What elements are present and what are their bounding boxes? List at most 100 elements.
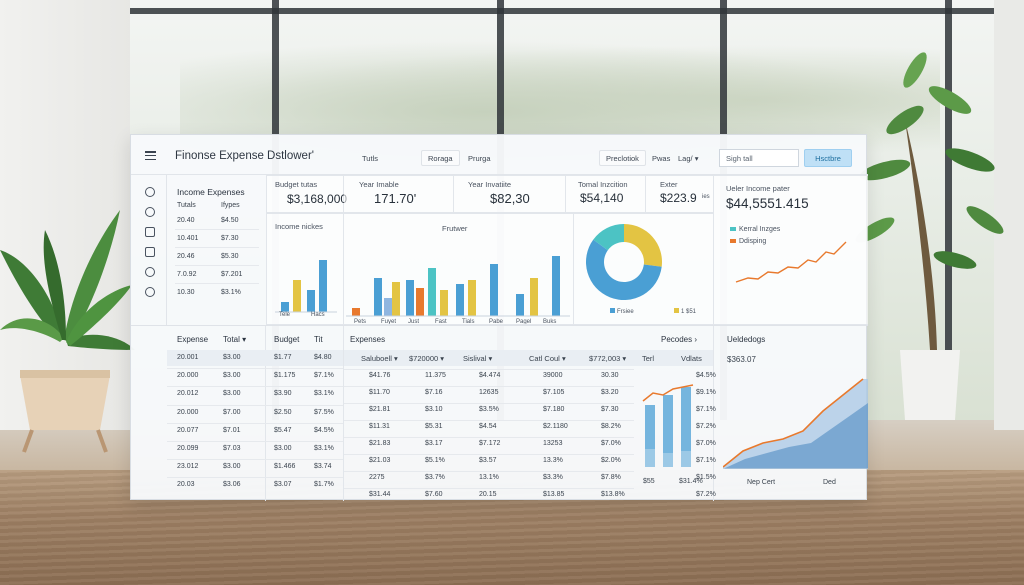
table-cell: 20.099 <box>177 445 199 452</box>
chat-icon[interactable] <box>145 207 155 217</box>
table-cell: $4.5% <box>314 426 334 434</box>
table-cell: $31.44 <box>369 491 391 498</box>
line-legend-item: Kerral Inzges <box>730 226 780 233</box>
kpi-value: 171.70' <box>374 191 417 206</box>
footer-value: $55 <box>643 478 655 485</box>
toolbar-button-pwas[interactable]: Pwas <box>652 154 671 163</box>
legend-swatch <box>730 239 736 243</box>
primary-action-button[interactable]: Hsctbre <box>804 149 852 167</box>
table-cell: 20.001 <box>177 354 199 361</box>
share-icon[interactable] <box>145 287 155 297</box>
cell: 20.40 <box>177 217 195 224</box>
table-cell: $7.105 <box>543 389 565 396</box>
table-cell: $13.85 <box>543 491 565 498</box>
cell: $3.1% <box>221 289 241 296</box>
table-cell: $3.10 <box>425 406 443 413</box>
x-label: Hacs <box>311 312 325 318</box>
toolbar-button-preclotiok[interactable]: Preclotiok <box>599 150 646 166</box>
toolbar-button-totals[interactable]: Tutls <box>362 154 378 163</box>
bar <box>416 288 424 316</box>
cell: $5.30 <box>221 253 239 260</box>
column-divider <box>265 325 266 501</box>
table-cell: 13.1% <box>479 474 499 481</box>
search-input[interactable]: Sigh tall <box>719 149 799 167</box>
table-cell: $3.20 <box>601 389 619 396</box>
x-tick-label: Pets <box>354 319 366 324</box>
col-header: Ifypes <box>221 202 240 209</box>
table-cell: $1.77 <box>274 354 292 361</box>
header-label: Saluboell <box>361 354 392 363</box>
row-divider <box>167 459 343 461</box>
bar <box>428 268 436 316</box>
kpi-label: Tomal Inzcition <box>578 180 628 189</box>
table-cell: $3.07 <box>274 481 292 489</box>
col-header: Tutals <box>177 202 196 209</box>
calendar-icon[interactable] <box>145 247 155 257</box>
col-header-total[interactable]: Total ▾ <box>223 335 246 344</box>
row-divider <box>344 454 634 455</box>
analytics-icon[interactable] <box>145 187 155 197</box>
col-header-expense[interactable]: Expense <box>177 335 209 344</box>
income-pater-panel: Ueler Income pater $44,5551.415 Kerral I… <box>714 175 868 325</box>
table-cell: 20.012 <box>177 390 199 398</box>
col-header-sislival[interactable]: Sislival ▾ <box>463 354 492 363</box>
table-cell: $7.2% <box>696 423 716 430</box>
col-header-vdlats[interactable]: Vdlats <box>681 354 702 363</box>
table-cell: $7.16 <box>425 389 443 396</box>
row-divider <box>175 229 259 230</box>
legend-swatch <box>730 227 736 231</box>
x-tick-label: Pagel <box>516 319 531 324</box>
kpi-label: Year Invatiite <box>468 180 512 189</box>
table-cell: $2.1180 <box>543 423 568 430</box>
col-header-catl-coul[interactable]: Catl Coul ▾ <box>529 354 566 363</box>
table-cell: $7.180 <box>543 406 565 413</box>
col-header-tit[interactable]: Tit <box>314 335 323 344</box>
table-cell: $3.06 <box>223 481 241 489</box>
hamburger-menu-icon[interactable] <box>145 151 156 161</box>
table-subheader-band <box>167 350 343 366</box>
legend-text: Kerral Inzges <box>739 226 781 233</box>
row-divider <box>344 437 634 438</box>
header-label: Total <box>223 335 240 344</box>
bar <box>490 264 498 316</box>
table-cell: 13253 <box>543 440 563 447</box>
header-label: Sislival <box>463 354 487 363</box>
section-divider <box>131 325 868 326</box>
col-header-budget[interactable]: Budget <box>274 335 300 344</box>
kpi-value: $223.9 <box>660 191 697 205</box>
income-expenses-title: Income Expenses <box>177 187 245 197</box>
expenses-mini-chart <box>642 384 694 467</box>
table-cell: $3.57 <box>479 457 497 464</box>
table-cell: $7.1% <box>314 372 334 380</box>
col-header-terl[interactable]: Terl <box>642 354 655 363</box>
line-legend-item: Ddisping <box>730 238 766 245</box>
header-label: Catl Coul <box>529 354 560 363</box>
inbox-icon[interactable] <box>145 227 155 237</box>
bar <box>392 282 400 316</box>
kpi-label: Ueler Income pater <box>726 184 790 193</box>
col-header-720000[interactable]: $720000 ▾ <box>409 354 444 363</box>
cell: 10.401 <box>177 235 199 242</box>
donut-slice <box>586 239 662 300</box>
table-cell: $11.31 <box>369 423 390 430</box>
col-header-saluboell[interactable]: Saluboell ▾ <box>361 354 398 363</box>
clock-icon[interactable] <box>145 267 155 277</box>
column-divider <box>713 325 714 501</box>
table-cell: $2.0% <box>601 457 621 464</box>
table-cell: $3.7% <box>425 474 445 481</box>
x-tick-label: Buks <box>543 319 556 324</box>
toolbar-button-purge[interactable]: Prurga <box>468 154 491 163</box>
table-cell: $7.172 <box>479 440 501 447</box>
table-cell: $7.00 <box>223 408 241 416</box>
kpi-value: $54,140 <box>580 191 624 205</box>
trend-area-chart <box>723 378 868 469</box>
row-divider <box>175 265 259 266</box>
table-cell: $4.5% <box>696 372 716 379</box>
toolbar-button-lag[interactable]: Lag/ ▾ <box>671 150 705 166</box>
table-cell: $11.70 <box>369 389 390 396</box>
toolbar-button-range[interactable]: Roraga <box>421 150 460 166</box>
col-header-772003[interactable]: $772,003 ▾ <box>589 354 626 363</box>
pecodes-link[interactable]: Pecodes › <box>661 335 697 344</box>
table-cell: $3.3% <box>543 474 563 481</box>
row-divider <box>344 420 634 421</box>
